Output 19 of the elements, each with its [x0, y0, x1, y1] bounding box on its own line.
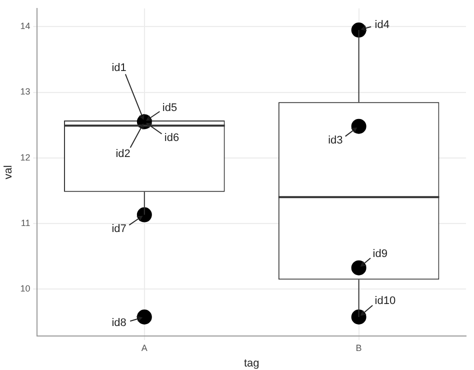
y-tick-label: 13 — [20, 86, 30, 97]
y-tick-label: 11 — [20, 218, 30, 228]
x-axis-title: tag — [244, 357, 260, 370]
y-tick-label: 14 — [20, 21, 30, 32]
annotation: id10 — [374, 295, 396, 308]
annotation: id7 — [112, 222, 126, 235]
y-tick-label: 12 — [20, 152, 30, 162]
annotation: id1 — [112, 62, 126, 74]
annotation: id2 — [116, 148, 130, 160]
x-tick-label: B — [356, 342, 362, 353]
annotation: id8 — [112, 317, 126, 330]
annotation: id6 — [164, 132, 180, 144]
y-axis-title: val — [2, 165, 15, 180]
y-tick-label: 10 — [20, 283, 30, 294]
annotation: id4 — [374, 19, 390, 32]
annotation: id3 — [328, 134, 343, 146]
x-tick-label: A — [141, 342, 148, 353]
annotation: id9 — [372, 248, 388, 260]
annotation: id5 — [162, 102, 178, 114]
